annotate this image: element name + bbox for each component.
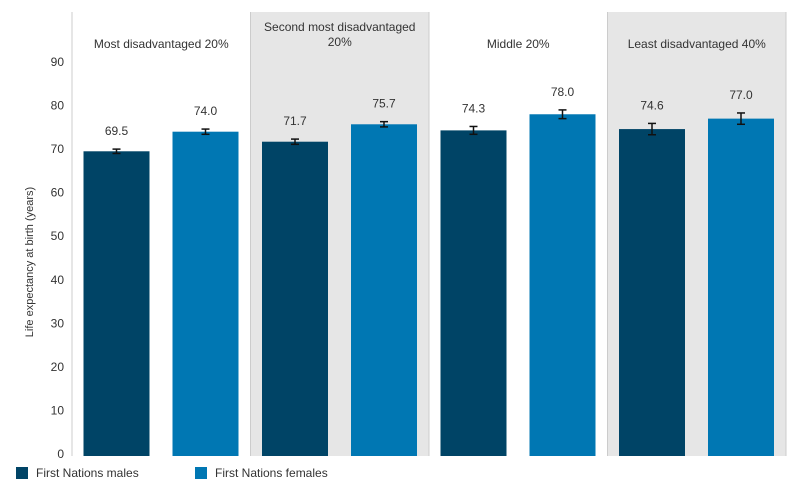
bar	[83, 151, 150, 457]
y-tick-label: 0	[57, 447, 64, 461]
panel-title: Most disadvantaged 20%	[94, 37, 229, 51]
data-label: 71.7	[283, 114, 307, 128]
legend-label-males: First Nations males	[36, 466, 139, 480]
legend-label-females: First Nations females	[215, 466, 328, 480]
legend-item-males: First Nations males	[16, 466, 139, 480]
y-tick-label: 50	[51, 229, 65, 243]
data-label: 77.0	[729, 88, 753, 102]
y-axis-label: Life expectancy at birth (years)	[24, 187, 36, 337]
bar	[708, 118, 774, 456]
y-tick-label: 70	[51, 142, 65, 156]
data-label: 74.6	[640, 98, 664, 112]
data-label: 75.7	[372, 97, 396, 111]
y-tick-label: 60	[51, 186, 65, 200]
legend-item-females: First Nations females	[195, 466, 328, 480]
y-tick-label: 80	[51, 99, 65, 113]
y-tick-label: 90	[51, 55, 65, 69]
y-tick-label: 20	[51, 360, 65, 374]
data-label: 78.0	[551, 85, 575, 99]
y-tick-label: 10	[51, 403, 65, 417]
bar	[529, 114, 596, 457]
bar	[619, 129, 685, 456]
y-tick-label: 40	[51, 273, 65, 287]
legend-swatch-males	[16, 467, 28, 479]
data-label: 69.5	[105, 124, 129, 138]
panel-title: Least disadvantaged 40%	[628, 37, 766, 51]
bar	[262, 141, 328, 456]
y-tick-label: 30	[51, 316, 65, 330]
panel-title-line: Second most disadvantaged	[264, 20, 415, 34]
data-label: 74.3	[462, 101, 486, 115]
data-label: 74.0	[194, 104, 218, 118]
bar	[172, 131, 239, 456]
bar	[440, 130, 507, 457]
panel-title: Middle 20%	[487, 37, 550, 51]
panel-title-line: 20%	[328, 35, 352, 49]
legend-swatch-females	[195, 467, 207, 479]
bar	[351, 124, 417, 456]
panel-title: Second most disadvantaged 20%	[264, 20, 415, 49]
